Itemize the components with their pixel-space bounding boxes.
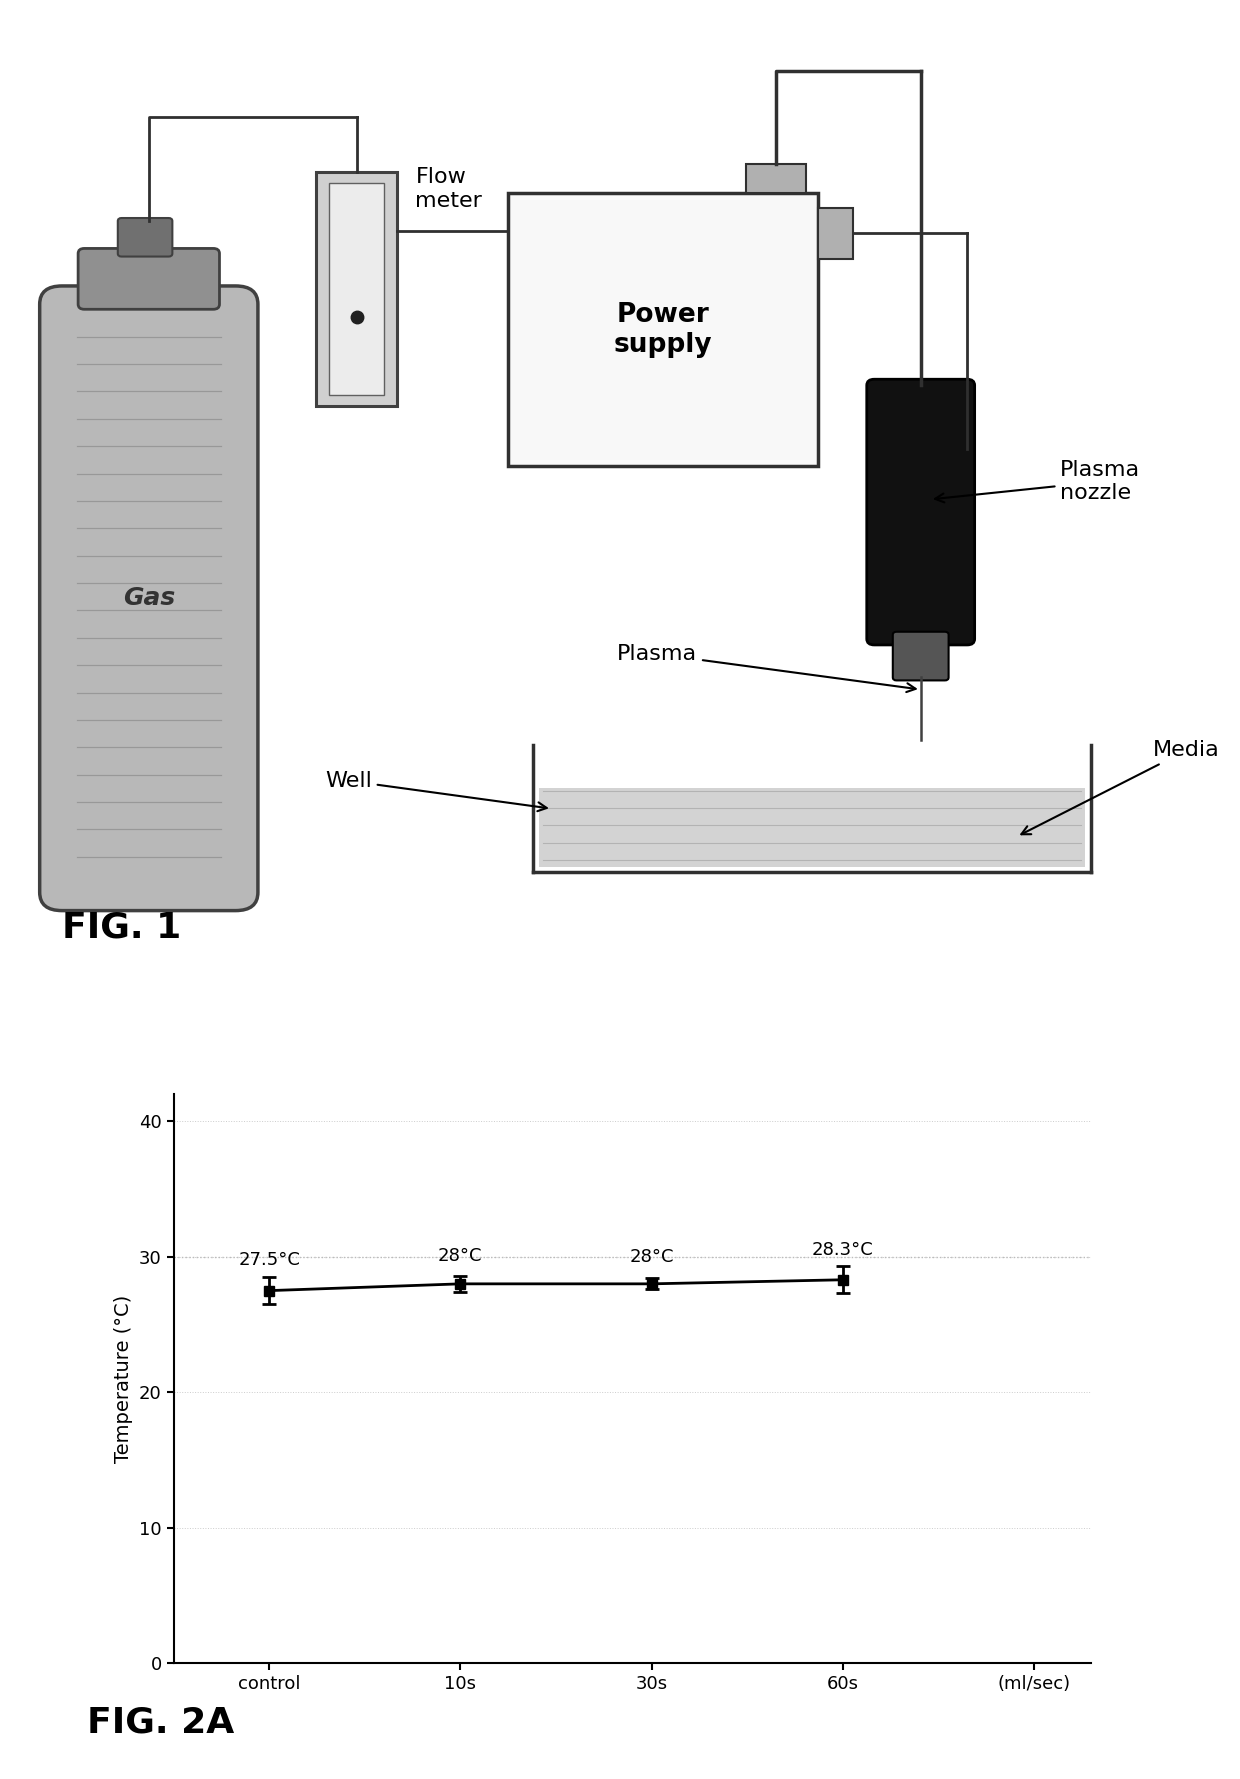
Bar — [818, 208, 853, 258]
Text: Gas: Gas — [123, 587, 175, 610]
FancyBboxPatch shape — [78, 249, 219, 310]
Bar — [508, 192, 818, 466]
Bar — [539, 788, 1085, 866]
Text: FIG. 2A: FIG. 2A — [87, 1704, 234, 1740]
Bar — [746, 164, 806, 192]
Text: 28.3°C: 28.3°C — [812, 1242, 873, 1260]
Y-axis label: Temperature (°C): Temperature (°C) — [114, 1295, 134, 1462]
Text: Media: Media — [1022, 740, 1220, 834]
Text: 28°C: 28°C — [629, 1249, 673, 1267]
Text: 27.5°C: 27.5°C — [238, 1251, 300, 1268]
Text: 28°C: 28°C — [438, 1247, 482, 1265]
Text: Plasma
nozzle: Plasma nozzle — [935, 461, 1141, 503]
Text: Flow
meter: Flow meter — [415, 167, 482, 210]
FancyBboxPatch shape — [893, 632, 949, 680]
Text: Plasma: Plasma — [618, 644, 915, 692]
Bar — [329, 183, 384, 395]
FancyBboxPatch shape — [867, 379, 975, 646]
Text: FIG. 1: FIG. 1 — [62, 911, 181, 945]
FancyBboxPatch shape — [118, 219, 172, 256]
Text: Well: Well — [325, 770, 547, 811]
Bar — [316, 173, 397, 406]
Text: Power
supply: Power supply — [614, 302, 713, 358]
FancyBboxPatch shape — [40, 286, 258, 911]
